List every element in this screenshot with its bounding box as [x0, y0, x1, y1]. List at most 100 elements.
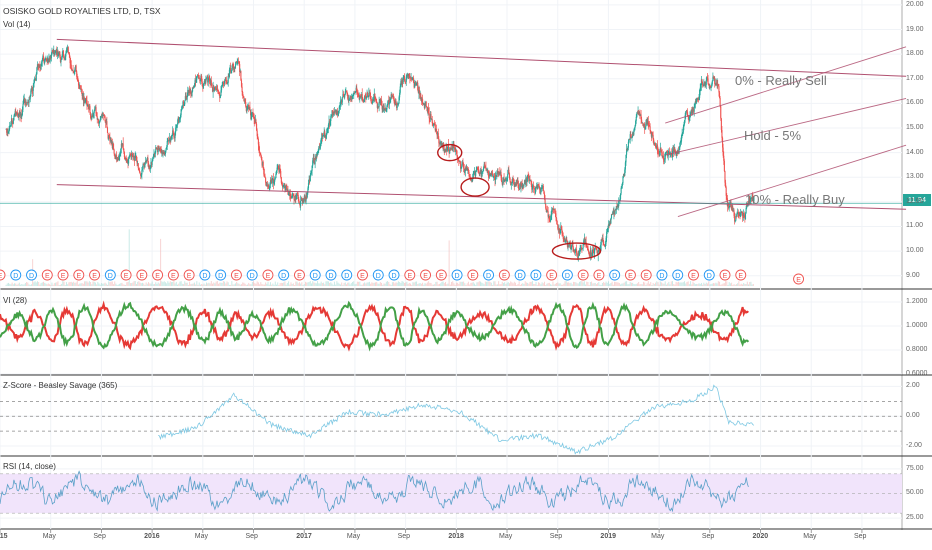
candle-body: [134, 157, 136, 161]
volume-bar: [570, 282, 572, 286]
candle-body: [117, 158, 119, 160]
price-axis-tick-label: 18.00: [906, 50, 924, 58]
candle-body: [479, 172, 481, 174]
volume-bar: [458, 283, 460, 286]
candle-body: [330, 115, 332, 117]
candle-body: [135, 155, 137, 157]
symbol-title[interactable]: OSISKO GOLD ROYALTIES LTD, D, TSX: [3, 6, 161, 16]
volume-bar: [197, 284, 199, 286]
rsi-indicator-label[interactable]: RSI (14, close): [3, 462, 56, 471]
volume-bar: [180, 281, 182, 286]
candle-body: [498, 173, 500, 175]
volume-bar: [343, 282, 345, 286]
candle-body: [709, 85, 711, 89]
volume-bar: [418, 283, 420, 286]
candle-body: [675, 153, 677, 157]
volume-bar: [208, 282, 210, 286]
candle-body: [435, 128, 438, 132]
volume-bar: [426, 282, 428, 286]
candle-body: [21, 109, 23, 116]
candle-body: [646, 119, 648, 125]
candle-body: [406, 76, 408, 77]
volume-bar: [325, 281, 327, 286]
candle-body: [640, 114, 642, 120]
volume-bar: [28, 284, 30, 286]
candle-body: [365, 96, 367, 99]
candle-body: [485, 166, 487, 170]
volume-bar: [329, 282, 331, 286]
volume-bar: [52, 284, 54, 286]
candle-body: [29, 98, 31, 100]
candle-body: [635, 116, 637, 121]
candle-body: [497, 171, 499, 174]
candle-body: [9, 125, 11, 129]
candle-body: [20, 113, 22, 117]
candle-body: [110, 138, 112, 143]
candle-body: [565, 240, 567, 242]
volume-bar: [658, 284, 660, 286]
volume-bar: [568, 282, 570, 286]
volume-bar: [155, 282, 157, 286]
candle-body: [31, 88, 33, 91]
candle-body: [37, 64, 39, 66]
volume-bar: [185, 282, 187, 286]
volume-bar: [49, 284, 51, 286]
candle-body: [626, 148, 628, 151]
volume-bar: [614, 281, 616, 286]
candle-body: [58, 54, 60, 56]
candle-body: [279, 168, 281, 172]
volume-bar: [449, 284, 451, 286]
candle-body: [326, 130, 328, 133]
candle-body: [753, 196, 755, 202]
volume-bar: [475, 284, 477, 286]
candle-body: [642, 125, 645, 127]
volume-bar: [531, 281, 533, 286]
candle-body: [254, 119, 256, 122]
candle-body: [364, 95, 366, 98]
candle-body: [499, 171, 501, 174]
volume-bar: [679, 282, 681, 286]
volume-bar: [687, 281, 689, 286]
candle-body: [154, 151, 156, 158]
candle-body: [635, 120, 637, 126]
candle-body: [362, 99, 364, 101]
candle-body: [443, 149, 445, 153]
volume-indicator-label[interactable]: Vol (14): [3, 20, 31, 29]
candle-body: [158, 149, 160, 151]
volume-bar: [127, 282, 129, 286]
candle-body: [69, 57, 71, 64]
volume-bar: [413, 282, 415, 286]
candle-body: [126, 159, 128, 163]
candle-body: [549, 219, 552, 222]
volume-bar: [348, 282, 350, 286]
price-axis-tick-label: 20.00: [906, 0, 924, 8]
candle-body: [455, 150, 457, 152]
candle-body: [123, 151, 125, 157]
candle-body: [293, 195, 295, 200]
future-earnings-event-label: E: [796, 277, 801, 284]
candle-body: [648, 125, 651, 127]
volume-bar: [649, 283, 651, 286]
vi-indicator-label[interactable]: VI (28): [3, 296, 28, 305]
candle-body: [230, 70, 232, 71]
candle-body: [666, 151, 668, 153]
candle-body: [689, 115, 691, 117]
zscore-indicator-label[interactable]: Z-Score - Beasley Savage (365): [3, 381, 118, 390]
candle-body: [501, 181, 503, 185]
volume-bar: [336, 281, 338, 286]
candle-body: [26, 101, 28, 105]
volume-bar: [284, 281, 286, 286]
volume-bar: [187, 284, 189, 286]
candle-body: [510, 181, 512, 185]
candle-body: [397, 104, 399, 106]
volume-bar: [389, 284, 391, 286]
candle-body: [474, 171, 476, 176]
volume-bar: [139, 282, 141, 286]
volume-bar: [286, 283, 288, 286]
volume-bar: [306, 282, 308, 286]
candle-body: [84, 100, 86, 103]
candle-body: [161, 151, 163, 154]
candle-body: [385, 109, 387, 112]
candle-body: [627, 147, 629, 151]
